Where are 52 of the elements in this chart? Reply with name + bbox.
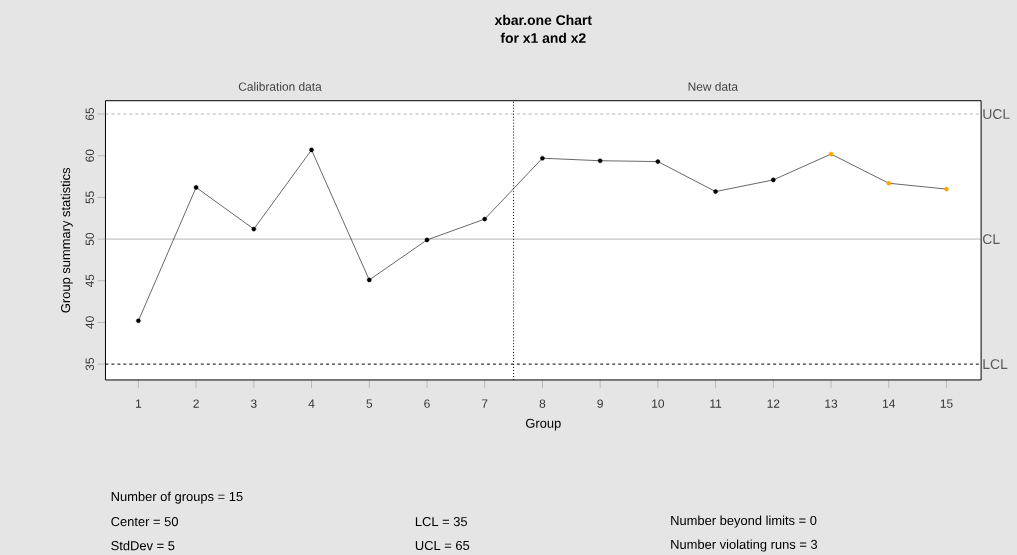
ref-line-label: CL (983, 233, 1000, 244)
y-tick-label: 40 (85, 316, 94, 329)
point (771, 177, 776, 182)
text: New data (688, 81, 738, 91)
y-tick-label: 55 (85, 191, 94, 204)
text: Number beyond limits = 0 (671, 515, 817, 528)
point (136, 318, 141, 323)
x-tick-label: 1 (135, 399, 142, 408)
y-tick-label: 35 (85, 357, 94, 371)
x-tick-label: 14 (883, 399, 896, 408)
text: LCL = 35 (415, 516, 468, 526)
x-tick-label: 10 (652, 399, 665, 408)
x-tick-label: 2 (193, 399, 199, 408)
point (193, 184, 199, 190)
x-tick-label: 6 (424, 399, 430, 408)
x-tick-label: 8 (539, 399, 546, 408)
x-tick-label: 12 (767, 399, 780, 408)
ref-line-label: UCL (983, 108, 1010, 119)
y-tick-label: 65 (85, 107, 94, 120)
x-tick-label: 3 (250, 399, 257, 408)
y-tick-label: 50 (85, 232, 94, 245)
x-tick-label: 13 (825, 399, 838, 408)
chart-subtitle: for x1 and x2 (500, 32, 586, 43)
point (366, 277, 372, 282)
text: Calibration data (238, 81, 322, 91)
text: UCL = 65 (415, 540, 470, 550)
x-tick-label: 11 (710, 399, 722, 408)
point (886, 180, 892, 186)
y-tick-label: 45 (85, 274, 94, 287)
y-tick-label: 60 (85, 149, 94, 162)
ref-line-label: LCL (983, 358, 1008, 369)
point (655, 159, 661, 164)
text: Number violating runs = 3 (671, 539, 818, 552)
point (944, 186, 949, 192)
point (309, 147, 314, 152)
text: StdDev = 5 (111, 540, 175, 551)
y-axis-title: Group summary statistics (60, 167, 73, 313)
point (828, 151, 834, 157)
chart-title: xbar.one Chart (494, 14, 592, 25)
x-tick-label: 7 (482, 399, 488, 408)
text: Number of groups = 15 (111, 491, 243, 504)
point (540, 155, 545, 161)
point (713, 189, 718, 194)
x-tick-label: 9 (597, 399, 603, 408)
point (482, 216, 487, 222)
x-axis-title: Group (526, 418, 561, 431)
x-tick-label: 4 (308, 399, 315, 408)
x-tick-label: 5 (366, 399, 373, 408)
point (597, 158, 603, 163)
x-tick-label: 15 (940, 399, 953, 408)
point (251, 226, 257, 232)
text: Center = 50 (111, 516, 179, 526)
